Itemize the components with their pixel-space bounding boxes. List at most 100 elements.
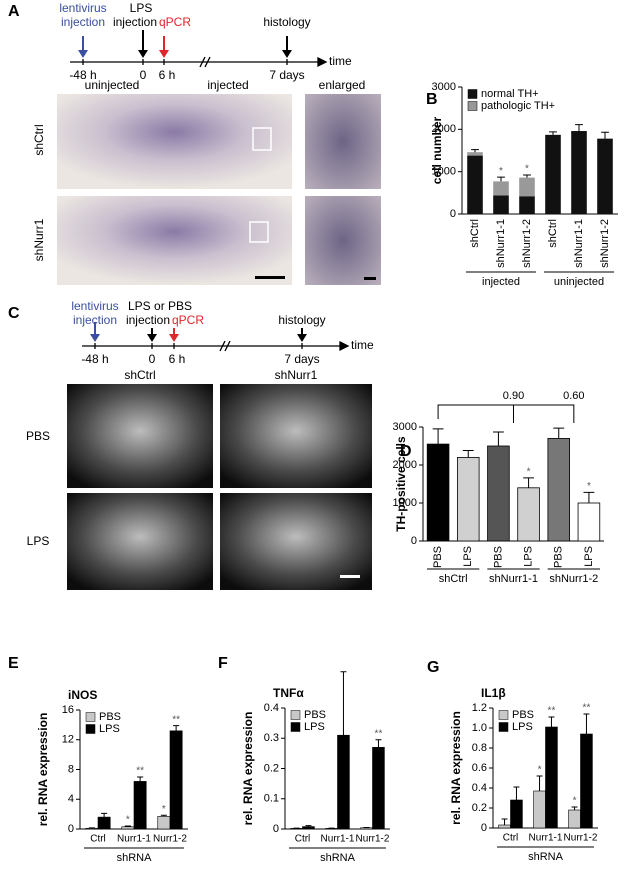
- micrograph: [220, 384, 372, 488]
- chart-title: IL1β: [481, 686, 506, 700]
- y-tick-label: 1.0: [472, 722, 487, 734]
- significance: **: [583, 703, 591, 714]
- y-tick-label: 0.4: [264, 702, 279, 714]
- x-tick-label: shCtrl: [469, 219, 481, 248]
- legend-swatch: [85, 712, 96, 722]
- x-tick-label: Ctrl: [90, 834, 106, 845]
- timeline-label: lentivirus: [59, 1, 106, 15]
- group-label: injected: [482, 276, 520, 288]
- significance: *: [538, 765, 542, 776]
- micrograph: [305, 94, 381, 189]
- row-label: shNurr1: [32, 218, 46, 261]
- x-tick-label: LPS: [583, 546, 595, 567]
- error-bar: [137, 776, 144, 782]
- legend-swatch: [467, 101, 478, 111]
- significance: **: [172, 714, 180, 725]
- scale-bar: [364, 277, 376, 280]
- timeline-label: LPS: [130, 1, 153, 15]
- legend-label: LPS: [304, 721, 325, 733]
- y-tick-label: 0: [450, 208, 456, 220]
- error-bar: [497, 176, 505, 182]
- group-label: shNurr1-2: [549, 573, 598, 585]
- x-axis-label: shRNA: [117, 852, 153, 864]
- bar: [533, 790, 546, 829]
- y-tick-label: 8: [68, 763, 74, 775]
- column-label: shCtrl: [124, 368, 155, 382]
- error-bar: [583, 491, 595, 503]
- y-tick-label: 3000: [393, 421, 417, 433]
- y-tick-label: 0: [481, 822, 487, 834]
- error-bar: [375, 739, 382, 748]
- y-tick-label: 0: [273, 823, 279, 835]
- legend-swatch: [467, 89, 478, 99]
- bar-segment: [519, 177, 535, 197]
- timeline-time: 7 days: [269, 68, 304, 82]
- y-tick-label: 0.8: [472, 742, 487, 754]
- timeline-axis: time: [329, 54, 352, 68]
- bar: [517, 487, 540, 542]
- significance: *: [499, 166, 503, 177]
- y-tick-label: 1.2: [472, 702, 487, 714]
- error-bar: [173, 725, 180, 731]
- bar: [498, 824, 511, 829]
- significance: *: [525, 164, 529, 175]
- bar-segment: [467, 155, 483, 214]
- y-axis-label: rel. RNA expression: [36, 713, 50, 827]
- timeline-label: qPCR: [172, 313, 204, 327]
- micrograph: [57, 94, 292, 189]
- charts: 0 1000 2000 3000 cell number shCtrl shNurr1-1 s…: [36, 81, 618, 864]
- legend-label: PBS: [99, 711, 121, 723]
- error-bar: [305, 825, 312, 827]
- panel-letter: D: [400, 443, 412, 460]
- bar: [337, 734, 350, 830]
- error-bar: [549, 131, 557, 135]
- bar-segment: [467, 152, 483, 156]
- error-bar: [124, 825, 131, 827]
- x-tick-label: shNurr1-2: [599, 219, 611, 268]
- x-tick-label: Nurr1-2: [153, 834, 187, 845]
- panel-letter: A: [8, 3, 20, 20]
- legend-swatch: [290, 722, 301, 732]
- micrograph: [57, 196, 292, 285]
- x-tick-label: shNurr1-1: [495, 219, 507, 268]
- timeline-time: 7 days: [284, 352, 319, 366]
- timeline-label: injection: [113, 15, 157, 29]
- timeline-label: histology: [263, 15, 310, 29]
- timeline-label: lentivirus: [71, 299, 118, 313]
- column-label: injected: [207, 78, 248, 92]
- p-value: 0.60: [563, 390, 584, 402]
- significance: *: [527, 467, 531, 478]
- y-tick-label: 0: [68, 823, 74, 835]
- row-label: PBS: [26, 429, 50, 443]
- micrograph: [220, 493, 372, 590]
- timeline-axis: time: [351, 338, 374, 352]
- significance: *: [573, 796, 577, 807]
- timeline-label: injection: [61, 15, 105, 29]
- legend-label: LPS: [512, 721, 533, 733]
- bar: [133, 781, 147, 830]
- bar: [577, 502, 601, 542]
- comparison-bracket: [513, 404, 575, 423]
- legend-swatch: [498, 710, 509, 720]
- y-tick-label: 0: [411, 535, 417, 547]
- bar: [510, 799, 523, 829]
- y-tick-label: 0.6: [472, 762, 487, 774]
- significance: **: [375, 728, 383, 739]
- micrograph: [305, 196, 381, 285]
- group-label: shNurr1-1: [489, 573, 538, 585]
- timeline-time: 0: [140, 68, 147, 82]
- panel-letter: E: [8, 655, 19, 672]
- y-axis-label: TH-positive cells: [394, 436, 408, 532]
- micrograph: [67, 493, 213, 590]
- bar: [456, 456, 480, 542]
- group-label: uninjected: [554, 276, 604, 288]
- x-axis-label: shRNA: [528, 851, 564, 863]
- timeline-label: qPCR: [159, 15, 191, 29]
- bar-segment: [571, 131, 587, 214]
- error-bar: [492, 431, 504, 446]
- y-axis-label: cell number: [430, 116, 444, 184]
- column-label: shNurr1: [275, 368, 318, 382]
- scale-bar: [340, 575, 360, 578]
- bar-segment: [493, 195, 509, 214]
